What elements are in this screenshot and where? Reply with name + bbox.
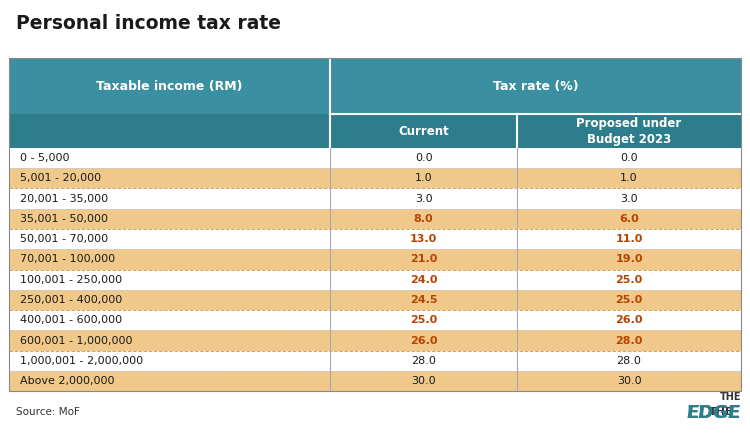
Text: 0.0: 0.0 xyxy=(620,153,638,163)
Text: 25.0: 25.0 xyxy=(410,315,437,325)
Text: 26.0: 26.0 xyxy=(410,336,437,346)
Text: 400,001 - 600,000: 400,001 - 600,000 xyxy=(20,315,122,325)
Text: 11.0: 11.0 xyxy=(615,234,643,244)
Bar xyxy=(9,229,741,249)
Text: 35,001 - 50,000: 35,001 - 50,000 xyxy=(20,214,108,224)
Text: 0 - 5,000: 0 - 5,000 xyxy=(20,153,70,163)
Bar xyxy=(9,188,741,209)
Text: 30.0: 30.0 xyxy=(616,376,641,386)
Bar xyxy=(9,148,741,168)
Text: 19.0: 19.0 xyxy=(615,254,643,264)
Bar xyxy=(9,114,741,148)
Text: Tax rate (%): Tax rate (%) xyxy=(493,79,578,92)
Text: 25.0: 25.0 xyxy=(616,275,643,285)
Text: 28.0: 28.0 xyxy=(615,336,643,346)
Text: 6.0: 6.0 xyxy=(620,214,639,224)
Text: EDGE: EDGE xyxy=(687,404,741,422)
Text: 100,001 - 250,000: 100,001 - 250,000 xyxy=(20,275,122,285)
Text: 1.0: 1.0 xyxy=(620,173,638,183)
Bar xyxy=(9,290,741,310)
Text: 13.0: 13.0 xyxy=(410,234,437,244)
Bar xyxy=(9,351,741,371)
Text: Above 2,000,000: Above 2,000,000 xyxy=(20,376,115,386)
Bar xyxy=(9,310,741,330)
Text: 21.0: 21.0 xyxy=(410,254,437,264)
Text: 5,001 - 20,000: 5,001 - 20,000 xyxy=(20,173,101,183)
Text: 70,001 - 100,000: 70,001 - 100,000 xyxy=(20,254,116,264)
Text: 20,001 - 35,000: 20,001 - 35,000 xyxy=(20,194,108,204)
Text: THE: THE xyxy=(720,392,741,402)
Text: 50,001 - 70,000: 50,001 - 70,000 xyxy=(20,234,108,244)
Text: 30.0: 30.0 xyxy=(411,376,436,386)
Bar xyxy=(9,209,741,229)
Bar xyxy=(9,249,741,269)
Text: 8.0: 8.0 xyxy=(414,214,434,224)
Text: 1,000,001 - 2,000,000: 1,000,001 - 2,000,000 xyxy=(20,356,143,366)
Bar xyxy=(9,371,741,391)
Text: 25.0: 25.0 xyxy=(616,295,643,305)
Text: 600,001 - 1,000,000: 600,001 - 1,000,000 xyxy=(20,336,133,346)
Text: Proposed under
Budget 2023: Proposed under Budget 2023 xyxy=(577,116,682,146)
Text: Personal income tax rate: Personal income tax rate xyxy=(16,14,281,34)
Text: EDGE: EDGE xyxy=(687,404,741,422)
Text: 3.0: 3.0 xyxy=(415,194,433,204)
Text: THE: THE xyxy=(709,407,734,417)
Bar xyxy=(9,269,741,290)
Text: 0.0: 0.0 xyxy=(415,153,433,163)
Text: Taxable income (RM): Taxable income (RM) xyxy=(96,79,243,92)
Text: 250,001 - 400,000: 250,001 - 400,000 xyxy=(20,295,122,305)
Text: 1.0: 1.0 xyxy=(415,173,433,183)
Text: Source: MoF: Source: MoF xyxy=(16,407,80,417)
Text: 26.0: 26.0 xyxy=(615,315,643,325)
Text: 24.5: 24.5 xyxy=(410,295,437,305)
Text: Current: Current xyxy=(398,125,449,138)
Text: 3.0: 3.0 xyxy=(620,194,638,204)
Text: 28.0: 28.0 xyxy=(411,356,436,366)
Text: 24.0: 24.0 xyxy=(410,275,437,285)
Bar xyxy=(9,168,741,188)
Bar xyxy=(9,330,741,351)
Text: 28.0: 28.0 xyxy=(616,356,641,366)
